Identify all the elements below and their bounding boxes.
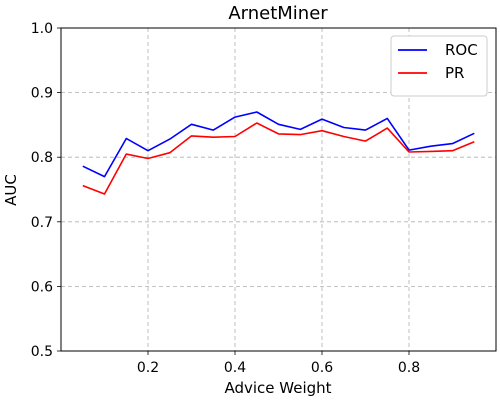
x-tick-label: 0.8 xyxy=(398,360,420,376)
y-tick-label: 0.9 xyxy=(31,86,53,102)
legend-label-roc: ROC xyxy=(445,41,478,59)
x-tick-label: 0.6 xyxy=(311,360,333,376)
legend: ROC PR xyxy=(390,35,488,97)
y-tick-label: 0.8 xyxy=(31,150,53,166)
series-line-roc xyxy=(82,111,475,178)
axis-ticks: 0.2 0.4 0.6 0.8 0.5 0.6 0.7 0.8 0.9 1.0 xyxy=(31,21,420,376)
chart-title: ArnetMiner xyxy=(228,3,328,24)
legend-label-pr: PR xyxy=(445,64,464,82)
x-axis-label: Advice Weight xyxy=(224,379,331,397)
x-tick-label: 0.2 xyxy=(137,360,159,376)
y-tick-label: 0.7 xyxy=(31,215,53,231)
y-tick-label: 0.6 xyxy=(31,279,53,295)
x-tick-label: 0.4 xyxy=(224,360,246,376)
legend-box xyxy=(390,35,488,97)
series-line-pr xyxy=(82,122,475,195)
series-layer xyxy=(82,111,475,195)
plot-area-frame xyxy=(60,27,497,352)
y-tick-label: 0.5 xyxy=(31,344,53,360)
y-tick-label: 1.0 xyxy=(31,21,53,37)
y-axis-label: AUC xyxy=(2,174,20,206)
